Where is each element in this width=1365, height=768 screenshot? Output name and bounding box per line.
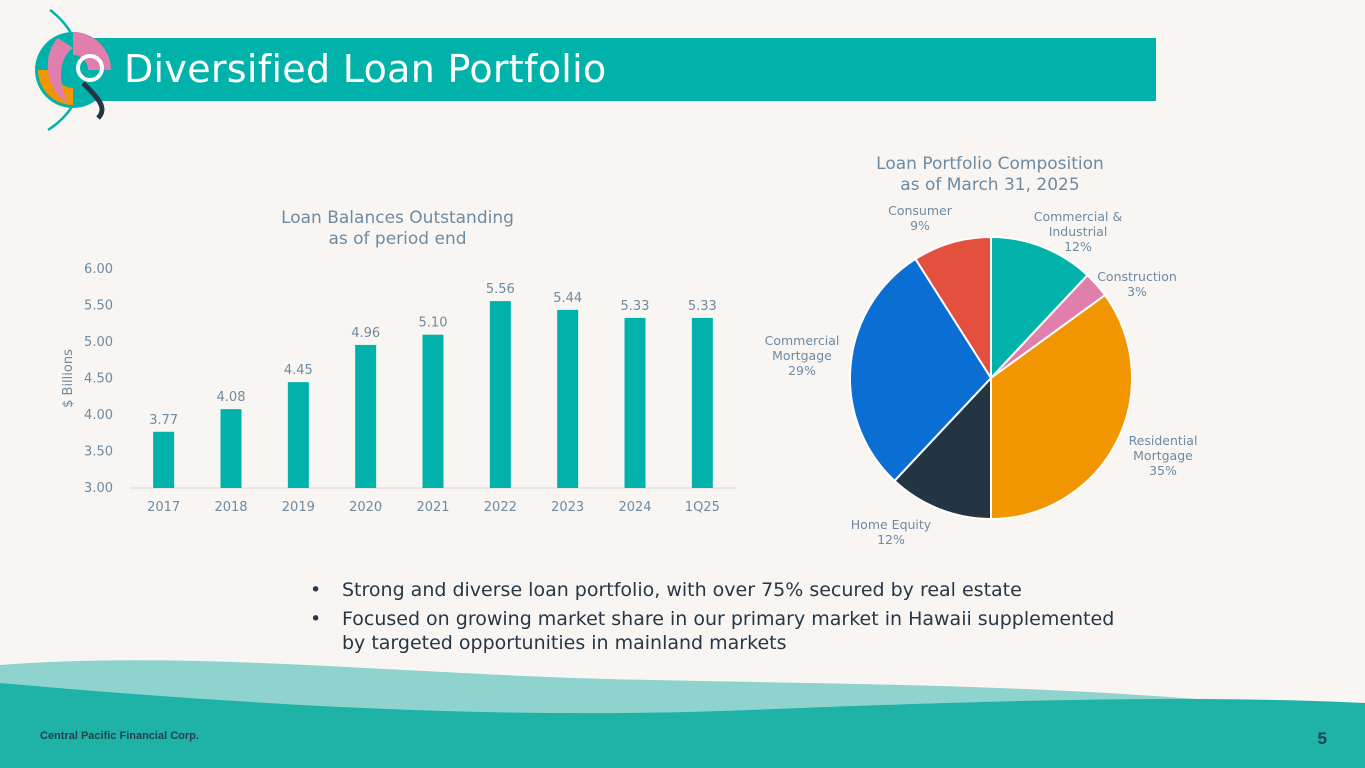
- bar-value-label: 5.10: [419, 316, 448, 331]
- pie-slice-percent: 29%: [788, 363, 816, 378]
- pie-slice-percent: 3%: [1127, 284, 1147, 299]
- bullet-item: • Strong and diverse loan portfolio, wit…: [310, 578, 1150, 602]
- bar: [422, 334, 444, 488]
- y-tick-label: 6.00: [84, 262, 113, 277]
- bullet-text: Strong and diverse loan portfolio, with …: [342, 579, 1022, 601]
- bar: [220, 409, 242, 488]
- pie-slice: [893, 375, 992, 521]
- bar-chart-title: Loan Balances Outstanding as of period e…: [281, 208, 514, 249]
- pie-slice-label: Commercial Mortgage: [765, 333, 840, 363]
- x-tick-label: 2019: [282, 500, 315, 515]
- bullet-item: • Focused on growing market share in our…: [310, 607, 1150, 655]
- bar-value-label: 5.56: [486, 282, 515, 297]
- pie-slice-percent: 12%: [877, 532, 905, 547]
- company-logo-icon: [35, 8, 111, 132]
- pie-slice-label: Consumer: [888, 203, 953, 218]
- x-tick-label: 2024: [618, 500, 651, 515]
- x-tick-label: 2017: [147, 500, 180, 515]
- x-tick-label: 2022: [484, 500, 517, 515]
- bullet-dot-icon: •: [310, 608, 322, 630]
- x-tick-label: 2021: [416, 500, 449, 515]
- pie-slice-label: Residential Mortgage: [1129, 433, 1198, 463]
- y-tick-label: 5.50: [84, 299, 113, 314]
- page-number: 5: [1317, 729, 1327, 748]
- pie-slice: [849, 257, 993, 483]
- bar: [691, 317, 713, 488]
- pie-chart: Commercial & Industrial12%Construction3%R…: [765, 203, 1198, 547]
- pie-chart-title: Loan Portfolio Composition as of March 3…: [876, 154, 1104, 195]
- x-tick-label: 2023: [551, 500, 584, 515]
- x-tick-label: 2018: [214, 500, 247, 515]
- page-title: Diversified Loan Portfolio: [124, 47, 607, 91]
- bullet-list: • Strong and diverse loan portfolio, wit…: [310, 578, 1150, 660]
- bullet-text: Focused on growing market share in our p…: [342, 608, 1115, 654]
- bar-value-label: 4.08: [217, 390, 246, 405]
- pie-slice-percent: 35%: [1149, 463, 1177, 478]
- pie-slice-label: Construction: [1097, 269, 1177, 284]
- pie-slice: [990, 293, 1133, 521]
- bar: [624, 317, 646, 488]
- bar: [355, 344, 377, 488]
- bar: [287, 382, 309, 488]
- pie-slice: [914, 235, 992, 382]
- pie-slice-percent: 12%: [1064, 239, 1092, 254]
- footer-company-name: Central Pacific Financial Corp.: [40, 730, 199, 742]
- bar: [489, 301, 511, 488]
- x-tick-label: 2020: [349, 500, 382, 515]
- bar-value-label: 5.44: [553, 291, 582, 306]
- pie-slice-label: Commercial & Industrial: [1034, 209, 1123, 239]
- bar-value-label: 5.33: [688, 299, 717, 314]
- y-tick-label: 3.50: [84, 445, 113, 460]
- bar-value-label: 5.33: [621, 299, 650, 314]
- bar-value-label: 3.77: [149, 413, 178, 428]
- y-tick-label: 4.00: [84, 408, 113, 423]
- y-axis-label: $ Billions: [61, 349, 76, 408]
- bullet-dot-icon: •: [310, 579, 322, 601]
- bar: [153, 431, 175, 488]
- y-tick-label: 4.50: [84, 372, 113, 387]
- bar-value-label: 4.96: [351, 326, 380, 341]
- bar: [557, 309, 579, 488]
- bar-chart: 3.00 3.50 4.00 4.50 5.00 5.50 6.00 $ Billions 3.…: [61, 262, 736, 515]
- pie-slice-percent: 9%: [910, 218, 930, 233]
- title-bar: [92, 38, 1156, 101]
- pie-slice-label: Home Equity: [851, 517, 932, 532]
- y-tick-label: 5.00: [84, 335, 113, 350]
- pie-slice: [990, 235, 1089, 381]
- x-tick-label: 1Q25: [685, 500, 720, 515]
- footer-wave-decoration: [0, 660, 1365, 768]
- y-tick-label: 3.00: [84, 481, 113, 496]
- bar-value-label: 4.45: [284, 363, 313, 378]
